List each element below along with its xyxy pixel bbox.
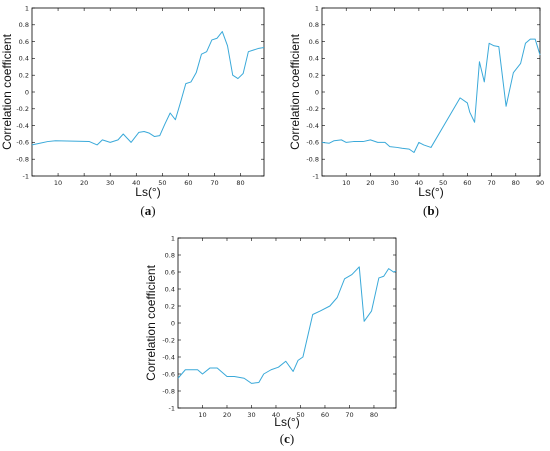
x-tick-label: 40 (272, 411, 280, 419)
y-tick-label: 0.8 (309, 21, 319, 29)
x-tick-label: 10 (342, 179, 350, 187)
y-tick-label: -0.8 (162, 387, 175, 395)
y-tick-label: 1 (315, 4, 319, 12)
x-tick-label: 50 (158, 179, 166, 187)
x-tick-label: 20 (223, 411, 231, 419)
y-tick-label: -0.4 (162, 353, 175, 361)
y-axis-label: Correlation coefficient (288, 33, 302, 150)
y-tick-label: -0.8 (306, 156, 319, 164)
panel-c: -1 -0.8 -0.6 -0.4 -0.2 0 0.2 0.4 0.6 0.8 1 10 20 30 40… (144, 234, 397, 446)
y-tick-label: -0.6 (16, 139, 29, 147)
x-tick-label: 80 (370, 411, 378, 419)
y-tick-label: 0.8 (19, 21, 29, 29)
series-line (31, 31, 265, 146)
y-tick-label: 0.4 (309, 55, 319, 63)
panel-label: (a) (140, 203, 155, 218)
x-tick-label: 70 (345, 411, 353, 419)
panel-label: (c) (280, 431, 294, 446)
y-tick-label: 0.6 (19, 38, 29, 46)
y-tick-label: 0.4 (19, 55, 29, 63)
y-tick-label: -1 (169, 404, 175, 412)
series-line (321, 38, 541, 153)
panel-a: -1 -0.8 -0.6 -0.4 -0.2 0 0.2 0.4 0.6 0.8 1 10 20 30 40… (0, 4, 265, 218)
y-tick-label: 0.6 (309, 38, 319, 46)
x-tick-label: 50 (296, 411, 304, 419)
y-tick-label: 0 (171, 319, 175, 327)
y-tick-label: -0.4 (306, 122, 319, 130)
y-axis-label: Correlation coefficient (144, 264, 158, 381)
y-tick-label: 0.2 (309, 72, 319, 80)
plot-frame (31, 7, 265, 177)
x-tick-label: 80 (512, 179, 520, 187)
y-tick-label: -0.6 (162, 370, 175, 378)
x-axis-label: Ls(°) (274, 415, 299, 429)
y-tick-label: 0.6 (165, 268, 175, 276)
x-tick-label: 40 (132, 179, 140, 187)
x-axis-label: Ls(°) (135, 185, 160, 199)
plot-frame (177, 237, 397, 409)
x-tick-label: 60 (184, 179, 192, 187)
y-tick-label: 0.2 (19, 72, 29, 80)
x-tick-label: 90 (536, 179, 544, 187)
x-tick-label: 30 (247, 411, 255, 419)
x-tick-label: 60 (463, 179, 471, 187)
y-tick-label: -1 (313, 172, 319, 180)
y-tick-label: 0.2 (165, 302, 175, 310)
x-tick-label: 30 (106, 179, 114, 187)
y-tick-label: 0.4 (165, 285, 175, 293)
plot-frame (321, 7, 541, 177)
x-tick-label: 50 (439, 179, 447, 187)
x-tick-label: 10 (54, 179, 62, 187)
y-tick-label: 1 (25, 4, 29, 12)
y-tick-label: -0.2 (306, 105, 319, 113)
y-tick-label: -0.6 (306, 139, 319, 147)
x-tick-label: 10 (198, 411, 206, 419)
x-tick-label: 20 (80, 179, 88, 187)
y-tick-label: -0.2 (162, 336, 175, 344)
x-axis-label: Ls(°) (418, 185, 443, 199)
y-tick-label: -0.8 (16, 156, 29, 164)
y-tick-label: 0.8 (165, 251, 175, 259)
x-tick-label: 20 (366, 179, 374, 187)
x-tick-label: 70 (487, 179, 495, 187)
y-tick-label: 1 (171, 234, 175, 242)
series-line (177, 266, 397, 384)
y-axis-label: Correlation coefficient (0, 33, 14, 150)
panel-b: -1 -0.8 -0.6 -0.4 -0.2 0 0.2 0.4 0.6 0.8 1 10 20 30 40… (288, 4, 544, 218)
x-tick-label: 80 (236, 179, 244, 187)
y-tick-label: 0 (315, 88, 319, 96)
x-tick-label: 40 (415, 179, 423, 187)
panel-label: (b) (423, 203, 439, 218)
y-tick-label: -0.4 (16, 122, 29, 130)
y-tick-label: -1 (23, 172, 29, 180)
y-tick-label: -0.2 (16, 105, 29, 113)
x-tick-label: 70 (210, 179, 218, 187)
x-tick-label: 30 (391, 179, 399, 187)
x-tick-label: 60 (321, 411, 329, 419)
y-tick-label: 0 (25, 88, 29, 96)
